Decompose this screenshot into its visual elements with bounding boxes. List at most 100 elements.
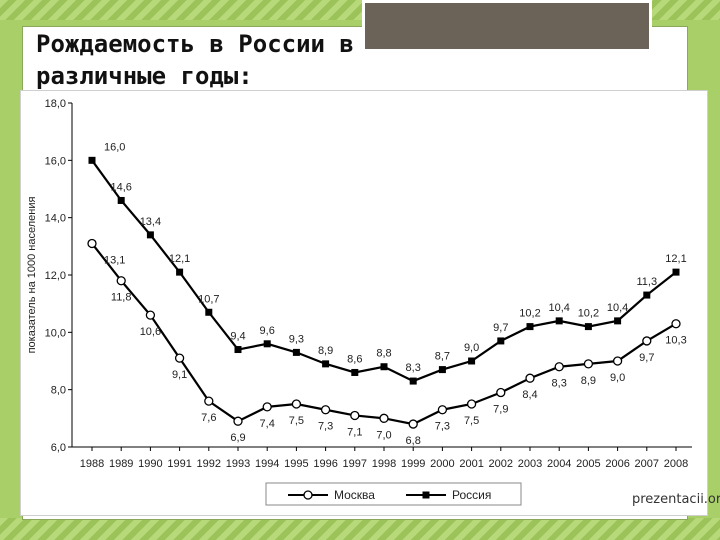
data-point-moscow [204, 396, 214, 406]
watermark: prezentacii.org [632, 492, 720, 507]
data-point-russia [409, 377, 417, 385]
data-label: 10,3 [665, 335, 686, 347]
x-tick-label: 1999 [401, 458, 425, 470]
data-point-russia [643, 291, 651, 299]
data-label: 8,9 [318, 345, 333, 357]
data-label: 7,0 [376, 429, 391, 441]
data-label: 12,1 [665, 253, 686, 265]
data-label: 7,3 [318, 421, 333, 433]
data-label: 9,3 [289, 333, 304, 345]
data-label: 9,7 [639, 352, 654, 364]
data-label: 11,8 [111, 292, 132, 304]
decorative-box [362, 0, 652, 52]
data-label: 9,0 [464, 342, 479, 354]
data-point-russia [176, 268, 184, 276]
x-tick-label: 2004 [547, 458, 571, 470]
data-point-russia [584, 323, 592, 331]
data-label: 11,3 [637, 276, 658, 288]
data-label: 16,0 [104, 141, 125, 153]
x-tick-label: 2006 [605, 458, 629, 470]
data-point-moscow [671, 319, 681, 329]
data-label: 6,8 [406, 435, 421, 447]
data-label: 10,7 [198, 293, 219, 305]
x-tick-label: 1998 [372, 458, 396, 470]
data-point-moscow [379, 413, 389, 423]
data-point-russia [351, 368, 359, 376]
legend-label-moscow: Москва [334, 488, 375, 502]
data-point-moscow [320, 405, 331, 415]
y-tick-label: 18,0 [45, 98, 66, 110]
data-label: 8,7 [435, 351, 450, 363]
x-tick-label: 2001 [459, 458, 483, 470]
x-tick-label: 1991 [167, 458, 191, 470]
data-point-moscow [174, 353, 185, 363]
data-point-moscow [87, 238, 97, 249]
data-label: 8,9 [581, 375, 596, 387]
data-label: 7,1 [347, 426, 362, 438]
data-label: 7,4 [260, 418, 275, 430]
data-point-russia [117, 196, 125, 204]
data-label: 14,6 [110, 181, 131, 193]
data-point-moscow [525, 373, 535, 383]
data-label: 10,2 [578, 308, 599, 320]
data-point-russia [468, 357, 476, 365]
data-point-russia [497, 337, 505, 345]
data-point-moscow [466, 399, 477, 409]
data-label: 6,9 [230, 432, 245, 444]
data-point-russia [234, 346, 242, 354]
slide-title: Рождаемость в России в различные годы: [36, 30, 354, 90]
data-point-moscow [262, 402, 272, 412]
data-point-russia [205, 308, 213, 316]
x-tick-label: 2000 [430, 458, 454, 470]
data-point-russia [380, 363, 388, 371]
data-label: 10,4 [607, 302, 628, 314]
x-tick-label: 1994 [255, 458, 279, 470]
legend-label-russia: Россия [452, 488, 491, 502]
y-tick-label: 8,0 [51, 385, 66, 397]
data-point-russia [614, 317, 622, 325]
legend-marker-moscow [303, 490, 313, 500]
data-label: 10,2 [519, 308, 540, 320]
data-label: 9,4 [230, 331, 245, 343]
data-label: 9,1 [172, 369, 187, 381]
x-tick-label: 1990 [138, 458, 162, 470]
data-label: 8,4 [522, 389, 537, 401]
data-point-moscow [554, 362, 564, 372]
x-tick-label: 1993 [226, 458, 250, 470]
data-point-moscow [116, 276, 126, 286]
data-label: 7,9 [493, 404, 508, 416]
y-tick-label: 10,0 [45, 327, 66, 339]
x-tick-label: 1995 [284, 458, 308, 470]
legend-box [265, 482, 522, 506]
data-point-moscow [291, 399, 302, 409]
data-label: 8,6 [347, 353, 362, 365]
data-label: 9,0 [610, 372, 625, 384]
data-label: 8,3 [406, 362, 421, 374]
data-label: 7,5 [289, 415, 304, 427]
x-tick-label: 1989 [109, 458, 133, 470]
y-axis-label: показатель на 1000 населения [26, 197, 38, 354]
data-label: 10,6 [140, 326, 161, 338]
data-point-moscow [408, 419, 418, 429]
data-point-moscow [350, 410, 360, 421]
y-tick-label: 12,0 [45, 270, 66, 282]
data-label: 9,6 [260, 325, 275, 337]
data-label: 8,3 [552, 378, 567, 390]
x-tick-label: 1992 [197, 458, 221, 470]
data-label: 13,1 [104, 254, 125, 266]
data-point-moscow [583, 359, 594, 369]
chart-panel: 6,0 8,0 10,0 12,0 14,0 16,0 18,0 1988 1989 1990 19… [20, 90, 708, 516]
x-tick-label: 1996 [313, 458, 337, 470]
bottom-stripe [0, 518, 720, 540]
data-point-moscow [233, 416, 243, 426]
x-tick-label: 2002 [489, 458, 513, 470]
data-point-russia [438, 366, 446, 374]
y-tick-label: 6,0 [51, 442, 66, 454]
x-tick-label: 2003 [518, 458, 542, 470]
data-label: 10,4 [548, 302, 569, 314]
data-label: 7,3 [435, 421, 450, 433]
legend-marker-russia [422, 491, 430, 499]
x-tick-label: 2007 [635, 458, 659, 470]
data-label: 12,1 [169, 253, 190, 265]
data-point-russia [672, 268, 680, 276]
